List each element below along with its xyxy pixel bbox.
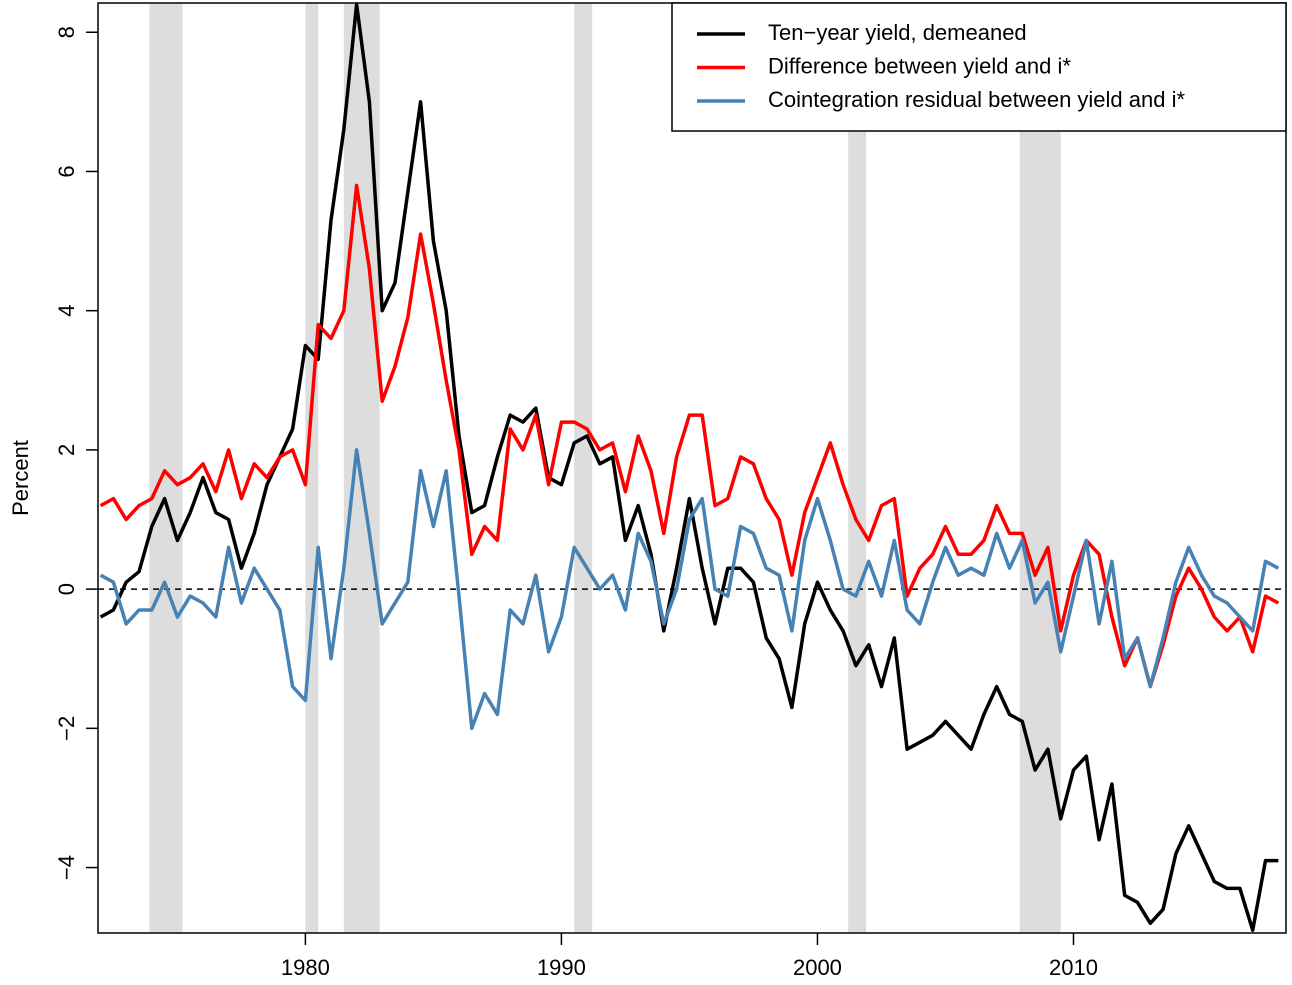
y-tick-label: 4 xyxy=(54,305,79,317)
recession-band xyxy=(343,3,380,933)
legend-box xyxy=(671,2,1287,132)
y-tick-label: −4 xyxy=(54,855,79,880)
legend-label: Ten−year yield, demeaned xyxy=(768,20,1027,45)
y-tick-label: 0 xyxy=(54,583,79,595)
recession-band xyxy=(848,3,867,933)
y-tick-label: 2 xyxy=(54,444,79,456)
x-tick-label: 2010 xyxy=(1049,955,1098,980)
recession-band xyxy=(149,3,183,933)
series-line xyxy=(99,448,1280,731)
x-tick-label: 1980 xyxy=(281,955,330,980)
x-tick-label: 1990 xyxy=(537,955,586,980)
series-line xyxy=(99,2,1279,932)
y-tick-label: 8 xyxy=(54,26,79,38)
y-axis-title: Percent xyxy=(8,440,33,516)
legend-label: Cointegration residual between yield and… xyxy=(768,87,1185,112)
x-tick-label: 2000 xyxy=(793,955,842,980)
legend-label: Difference between yield and i* xyxy=(768,53,1071,78)
y-tick-label: 6 xyxy=(54,165,79,177)
recession-band xyxy=(574,3,593,933)
recession-band xyxy=(305,3,319,933)
y-tick-label: −2 xyxy=(54,716,79,741)
